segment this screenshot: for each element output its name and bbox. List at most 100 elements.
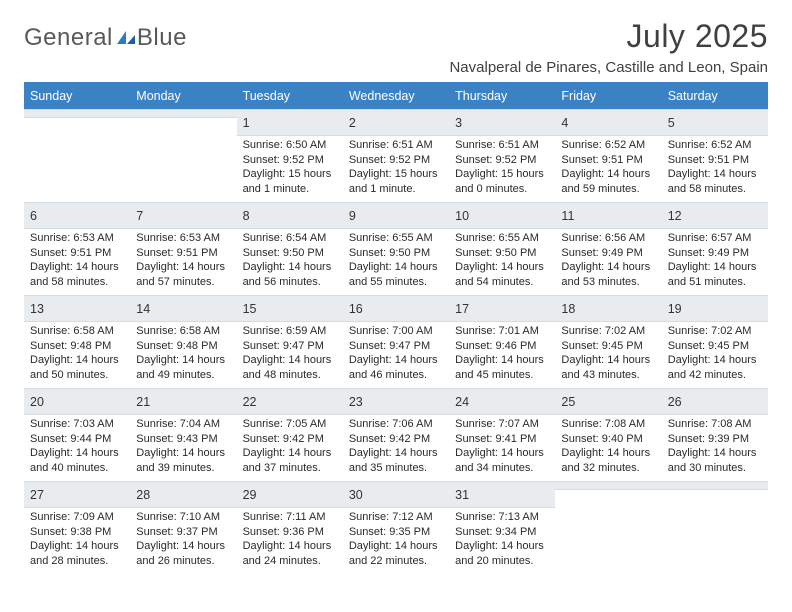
cell-date-number: 24 xyxy=(455,395,469,409)
cell-date-bar: 27 xyxy=(24,481,130,508)
calendar-cell: 16Sunrise: 7:00 AMSunset: 9:47 PMDayligh… xyxy=(343,295,449,388)
cell-info-line: Sunrise: 7:11 AM xyxy=(243,510,337,525)
cell-date-number: 5 xyxy=(668,116,675,130)
cell-info-line: Daylight: 14 hours xyxy=(668,353,762,368)
calendar-cell xyxy=(555,481,661,574)
cell-info-line: Sunrise: 7:01 AM xyxy=(455,324,549,339)
cell-info-line: and 34 minutes. xyxy=(455,461,549,476)
cell-info-line: Sunset: 9:47 PM xyxy=(243,339,337,354)
day-header-tuesday: Tuesday xyxy=(237,84,343,109)
cell-date-bar: 10 xyxy=(449,202,555,229)
cell-date-bar: 8 xyxy=(237,202,343,229)
cell-info-line: Sunrise: 7:13 AM xyxy=(455,510,549,525)
cell-date-number: 1 xyxy=(243,116,250,130)
cell-info-line: Sunrise: 6:53 AM xyxy=(136,231,230,246)
cell-info-line: and 49 minutes. xyxy=(136,368,230,383)
cell-date-number: 16 xyxy=(349,302,363,316)
cell-info-line: Daylight: 14 hours xyxy=(136,539,230,554)
cell-body: Sunrise: 6:51 AMSunset: 9:52 PMDaylight:… xyxy=(449,136,555,202)
day-header-saturday: Saturday xyxy=(662,84,768,109)
cell-info-line: Sunrise: 7:00 AM xyxy=(349,324,443,339)
calendar-cell: 28Sunrise: 7:10 AMSunset: 9:37 PMDayligh… xyxy=(130,481,236,574)
calendar-cell: 31Sunrise: 7:13 AMSunset: 9:34 PMDayligh… xyxy=(449,481,555,574)
cell-info-line: and 59 minutes. xyxy=(561,182,655,197)
cell-body: Sunrise: 6:59 AMSunset: 9:47 PMDaylight:… xyxy=(237,322,343,388)
cell-date-number: 29 xyxy=(243,488,257,502)
day-header-sunday: Sunday xyxy=(24,84,130,109)
cell-info-line: Sunset: 9:46 PM xyxy=(455,339,549,354)
cell-info-line: and 48 minutes. xyxy=(243,368,337,383)
cell-date-bar: 19 xyxy=(662,295,768,322)
cell-info-line: and 42 minutes. xyxy=(668,368,762,383)
cell-info-line: Sunrise: 7:12 AM xyxy=(349,510,443,525)
cell-body xyxy=(662,490,768,546)
cell-info-line: Sunset: 9:50 PM xyxy=(349,246,443,261)
calendar-cell: 3 Sunrise: 6:51 AMSunset: 9:52 PMDaylight… xyxy=(449,109,555,202)
cell-body xyxy=(130,118,236,174)
cell-date-number: 30 xyxy=(349,488,363,502)
cell-info-line: Daylight: 14 hours xyxy=(243,539,337,554)
cell-body: Sunrise: 7:01 AMSunset: 9:46 PMDaylight:… xyxy=(449,322,555,388)
cell-info-line: Daylight: 14 hours xyxy=(30,446,124,461)
cell-info-line: Daylight: 14 hours xyxy=(136,446,230,461)
cell-date-bar xyxy=(130,109,236,118)
cell-info-line: Sunset: 9:36 PM xyxy=(243,525,337,540)
cell-date-number: 26 xyxy=(668,395,682,409)
cell-info-line: Sunset: 9:44 PM xyxy=(30,432,124,447)
cell-date-number: 3 xyxy=(455,116,462,130)
cell-body: Sunrise: 7:13 AMSunset: 9:34 PMDaylight:… xyxy=(449,508,555,574)
calendar-cell: 4Sunrise: 6:52 AMSunset: 9:51 PMDaylight… xyxy=(555,109,661,202)
cell-info-line: Sunrise: 7:08 AM xyxy=(668,417,762,432)
cell-info-line: Daylight: 14 hours xyxy=(349,260,443,275)
cell-body: Sunrise: 6:51 AMSunset: 9:52 PMDaylight:… xyxy=(343,136,449,202)
cell-info-line: and 43 minutes. xyxy=(561,368,655,383)
calendar-cell: 18Sunrise: 7:02 AMSunset: 9:45 PMDayligh… xyxy=(555,295,661,388)
cell-date-bar: 22 xyxy=(237,388,343,415)
cell-info-line: Daylight: 14 hours xyxy=(30,353,124,368)
cell-body: Sunrise: 6:55 AMSunset: 9:50 PMDaylight:… xyxy=(449,229,555,295)
calendar-cell: 19Sunrise: 7:02 AMSunset: 9:45 PMDayligh… xyxy=(662,295,768,388)
cell-date-bar: 15 xyxy=(237,295,343,322)
cell-body: Sunrise: 6:57 AMSunset: 9:49 PMDaylight:… xyxy=(662,229,768,295)
cell-date-bar: 4 xyxy=(555,109,661,136)
cell-info-line: Daylight: 14 hours xyxy=(561,446,655,461)
cell-date-bar: 21 xyxy=(130,388,236,415)
cell-info-line: Sunrise: 7:02 AM xyxy=(561,324,655,339)
cell-date-bar: 13 xyxy=(24,295,130,322)
cell-info-line: Sunrise: 6:58 AM xyxy=(30,324,124,339)
cell-date-number: 14 xyxy=(136,302,150,316)
calendar-cell: 15Sunrise: 6:59 AMSunset: 9:47 PMDayligh… xyxy=(237,295,343,388)
calendar-cell: 25Sunrise: 7:08 AMSunset: 9:40 PMDayligh… xyxy=(555,388,661,481)
calendar-cell: 10Sunrise: 6:55 AMSunset: 9:50 PMDayligh… xyxy=(449,202,555,295)
cell-info-line: Sunset: 9:50 PM xyxy=(455,246,549,261)
header-row: General Blue July 2025 Navalperal de Pin… xyxy=(24,18,768,76)
calendar-week-row: 1Sunrise: 6:50 AMSunset: 9:52 PMDaylight… xyxy=(24,109,768,202)
cell-info-line: Daylight: 14 hours xyxy=(136,353,230,368)
cell-info-line: Sunrise: 6:58 AM xyxy=(136,324,230,339)
cell-info-line: and 51 minutes. xyxy=(668,275,762,290)
cell-info-line: Sunrise: 7:08 AM xyxy=(561,417,655,432)
cell-date-number: 18 xyxy=(561,302,575,316)
cell-info-line: Sunrise: 6:55 AM xyxy=(455,231,549,246)
cell-body: Sunrise: 6:52 AMSunset: 9:51 PMDaylight:… xyxy=(662,136,768,202)
brand-word-2: Blue xyxy=(137,24,187,52)
cell-date-bar: 2 xyxy=(343,109,449,136)
calendar-week-row: 6Sunrise: 6:53 AMSunset: 9:51 PMDaylight… xyxy=(24,202,768,295)
cell-info-line: Sunset: 9:45 PM xyxy=(561,339,655,354)
cell-info-line: Sunset: 9:47 PM xyxy=(349,339,443,354)
brand-word-1: General xyxy=(24,24,113,52)
cell-info-line: and 37 minutes. xyxy=(243,461,337,476)
calendar-week-row: 27Sunrise: 7:09 AMSunset: 9:38 PMDayligh… xyxy=(24,481,768,574)
cell-info-line: Sunrise: 6:51 AM xyxy=(349,138,443,153)
cell-date-number: 11 xyxy=(561,209,574,223)
cell-info-line: and 0 minutes. xyxy=(455,182,549,197)
cell-info-line: Daylight: 14 hours xyxy=(668,260,762,275)
cell-body: Sunrise: 7:05 AMSunset: 9:42 PMDaylight:… xyxy=(237,415,343,481)
calendar-cell: 14Sunrise: 6:58 AMSunset: 9:48 PMDayligh… xyxy=(130,295,236,388)
cell-date-number: 4 xyxy=(561,116,568,130)
day-header-thursday: Thursday xyxy=(449,84,555,109)
cell-info-line: Sunrise: 6:59 AM xyxy=(243,324,337,339)
cell-info-line: and 40 minutes. xyxy=(30,461,124,476)
cell-info-line: Sunset: 9:52 PM xyxy=(455,153,549,168)
cell-date-bar: 12 xyxy=(662,202,768,229)
